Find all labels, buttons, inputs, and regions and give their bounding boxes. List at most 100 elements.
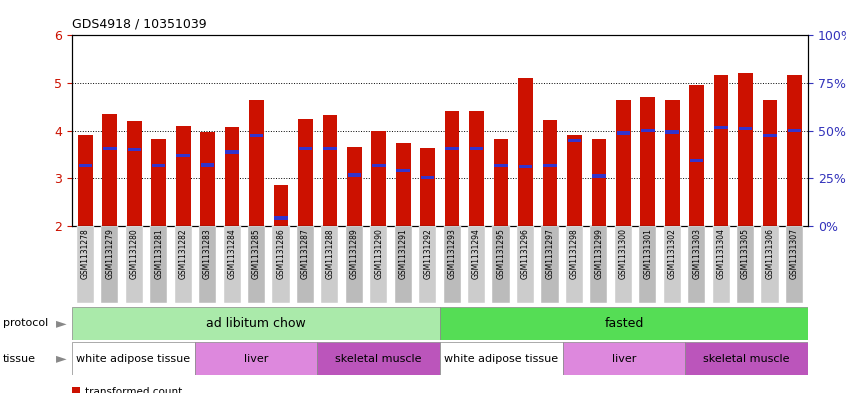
Bar — [665, 100, 679, 226]
Bar — [714, 75, 728, 226]
Text: GSM1131303: GSM1131303 — [692, 228, 701, 279]
Bar — [199, 226, 217, 303]
Bar — [177, 154, 190, 157]
Bar — [541, 226, 558, 303]
Text: GSM1131286: GSM1131286 — [277, 228, 285, 279]
Text: GSM1131302: GSM1131302 — [667, 228, 677, 279]
Text: GSM1131304: GSM1131304 — [717, 228, 726, 279]
Bar — [714, 126, 728, 129]
Text: white adipose tissue: white adipose tissue — [444, 354, 558, 364]
Bar — [420, 148, 435, 226]
Text: liver: liver — [612, 354, 636, 364]
Bar — [298, 119, 313, 226]
Bar — [592, 174, 606, 178]
Bar — [641, 129, 655, 132]
Text: GSM1131297: GSM1131297 — [546, 228, 554, 279]
Text: GSM1131300: GSM1131300 — [618, 228, 628, 279]
Bar — [470, 147, 483, 151]
Bar — [225, 127, 239, 226]
Bar — [151, 139, 166, 226]
Bar — [421, 176, 435, 179]
Bar — [274, 216, 288, 220]
Bar — [763, 134, 777, 137]
Bar — [445, 147, 459, 150]
Text: GSM1131284: GSM1131284 — [228, 228, 237, 279]
Bar — [666, 130, 679, 134]
Bar — [299, 147, 312, 150]
Bar — [72, 387, 80, 393]
Bar — [640, 226, 656, 303]
Bar — [127, 121, 141, 226]
Bar — [346, 226, 363, 303]
Bar — [103, 147, 117, 150]
Bar — [371, 226, 387, 303]
Bar — [470, 111, 484, 226]
Text: GSM1131301: GSM1131301 — [643, 228, 652, 279]
Bar — [494, 164, 508, 167]
Bar — [176, 126, 190, 226]
Text: GSM1131299: GSM1131299 — [595, 228, 603, 279]
Text: GSM1131296: GSM1131296 — [521, 228, 530, 279]
Text: GSM1131292: GSM1131292 — [423, 228, 432, 279]
Bar — [567, 136, 582, 226]
Bar — [788, 129, 801, 132]
Text: GSM1131280: GSM1131280 — [129, 228, 139, 279]
Bar — [347, 147, 362, 226]
Bar — [79, 164, 92, 167]
Bar — [617, 131, 630, 135]
Text: GSM1131291: GSM1131291 — [398, 228, 408, 279]
Text: skeletal muscle: skeletal muscle — [703, 354, 790, 364]
Bar — [323, 147, 337, 150]
Bar — [543, 164, 557, 167]
Bar — [102, 114, 117, 226]
Text: protocol: protocol — [3, 318, 47, 328]
Text: GSM1131295: GSM1131295 — [497, 228, 506, 279]
Bar — [761, 226, 778, 303]
Bar — [566, 226, 583, 303]
Bar — [640, 97, 655, 226]
Bar — [297, 226, 314, 303]
Bar — [440, 307, 808, 340]
Bar — [201, 163, 214, 167]
Text: ►: ► — [57, 316, 67, 330]
Text: skeletal muscle: skeletal muscle — [335, 354, 422, 364]
Text: GSM1131287: GSM1131287 — [301, 228, 310, 279]
Text: transformed count: transformed count — [85, 387, 183, 393]
Bar — [201, 132, 215, 226]
Bar — [322, 115, 338, 226]
Bar — [591, 139, 607, 226]
Text: GSM1131294: GSM1131294 — [472, 228, 481, 279]
Bar — [77, 226, 94, 303]
Bar — [568, 139, 581, 142]
Text: GSM1131279: GSM1131279 — [105, 228, 114, 279]
Bar — [78, 136, 93, 226]
Text: ►: ► — [57, 352, 67, 365]
Bar — [786, 226, 803, 303]
Bar — [591, 226, 607, 303]
Text: GSM1131306: GSM1131306 — [766, 228, 775, 279]
Bar — [787, 75, 802, 226]
Bar — [615, 226, 632, 303]
Bar — [150, 226, 168, 303]
Bar — [128, 148, 141, 151]
Bar — [419, 226, 437, 303]
Bar — [223, 226, 240, 303]
Bar — [152, 164, 166, 167]
Bar — [445, 111, 459, 226]
Bar — [468, 226, 485, 303]
Text: GSM1131293: GSM1131293 — [448, 228, 457, 279]
Text: white adipose tissue: white adipose tissue — [76, 354, 190, 364]
Text: GSM1131298: GSM1131298 — [570, 228, 579, 279]
Text: GSM1131305: GSM1131305 — [741, 228, 750, 279]
Bar — [440, 342, 563, 375]
Bar — [272, 226, 289, 303]
Bar — [443, 226, 461, 303]
Bar — [250, 100, 264, 226]
Bar — [396, 143, 410, 226]
Text: GSM1131307: GSM1131307 — [790, 228, 799, 279]
Bar — [72, 307, 440, 340]
Bar — [72, 342, 195, 375]
Bar — [542, 120, 558, 226]
Bar — [737, 226, 754, 303]
Bar — [739, 127, 752, 130]
